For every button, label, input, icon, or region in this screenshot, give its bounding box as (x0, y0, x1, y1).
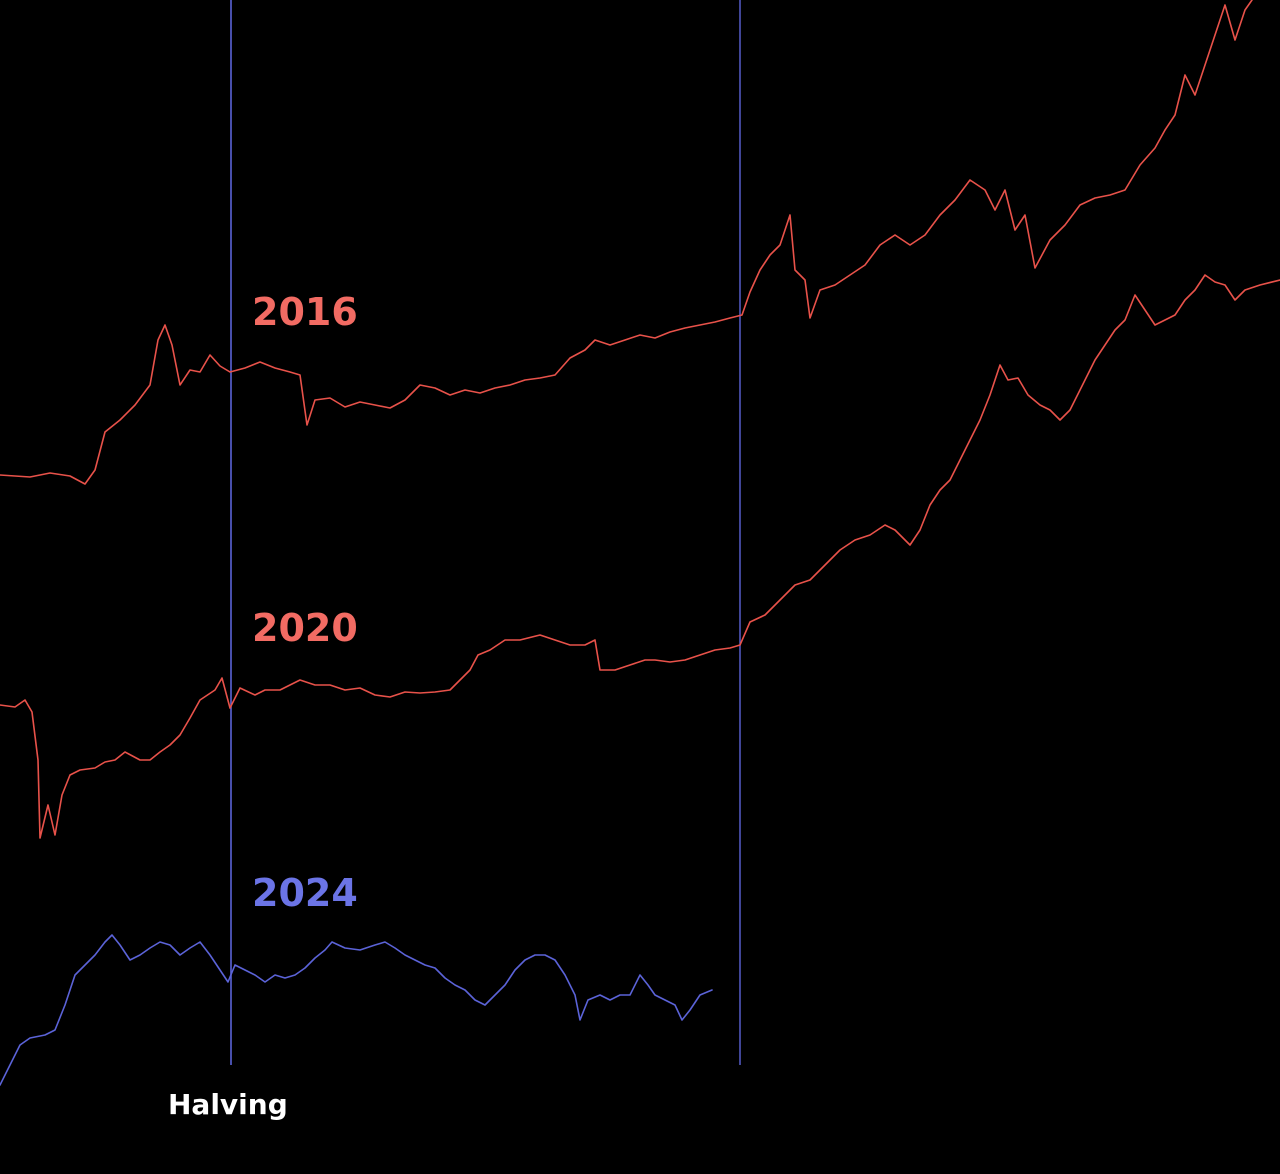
markers-layer (230, 0, 741, 1065)
series-line-2024 (0, 934, 713, 1086)
series-line-2020 (0, 274, 1280, 839)
series-layer (0, 0, 1280, 1086)
series-label-2024: 2024 (252, 871, 358, 915)
series-label-2020: 2020 (252, 606, 358, 650)
series-line-2016 (0, 0, 1253, 485)
halving-label: Halving (168, 1088, 288, 1121)
series-label-2016: 2016 (252, 290, 358, 334)
labels-layer: 2016 2020 2024 Halving (168, 290, 358, 1121)
